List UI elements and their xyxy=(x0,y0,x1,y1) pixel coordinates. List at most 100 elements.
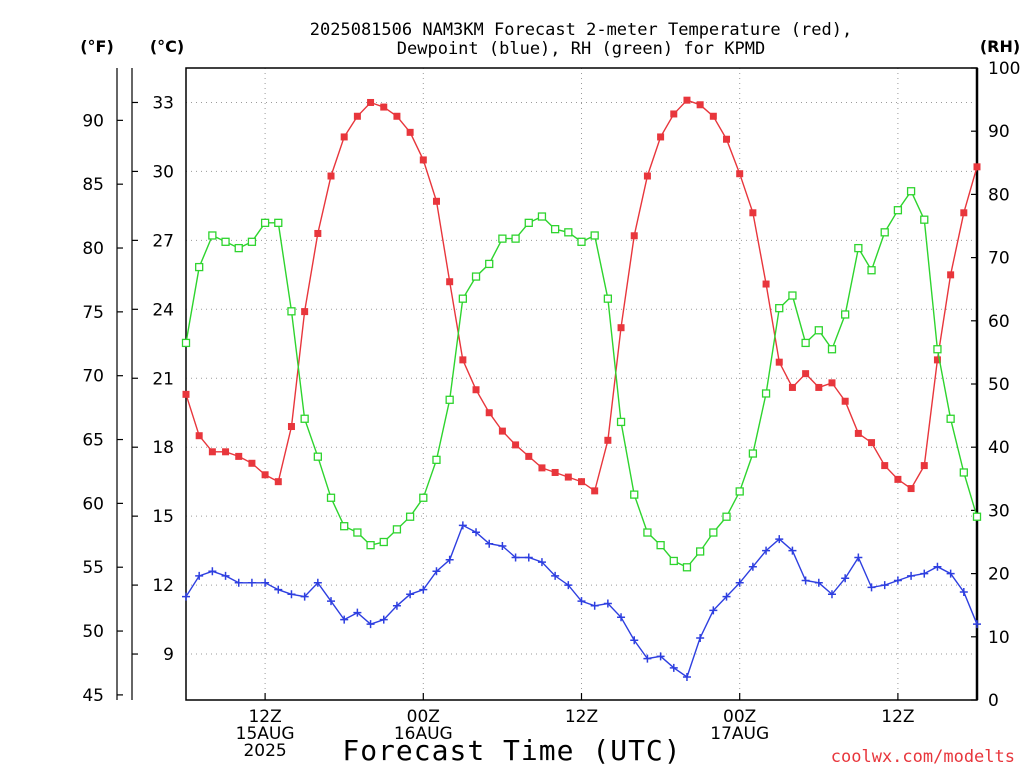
rh-point xyxy=(181,338,191,348)
temperature-point xyxy=(195,432,203,440)
rh-point xyxy=(854,243,863,253)
rh-point xyxy=(313,452,322,461)
rh-tick-label: 60 xyxy=(988,312,1010,332)
rh-point xyxy=(682,563,692,572)
fahrenheit-tick-label: 55 xyxy=(82,558,104,578)
rh-point xyxy=(841,310,850,319)
x-tick-label: 2025 xyxy=(243,741,286,761)
dewpoint-point xyxy=(801,576,810,585)
rh-tick-label: 50 xyxy=(988,375,1010,395)
dewpoint-point xyxy=(577,597,586,606)
temperature-point xyxy=(630,232,638,240)
temperature-point xyxy=(815,383,823,391)
temperature-point xyxy=(314,229,322,237)
dewpoint-point xyxy=(973,620,981,629)
dewpoint-point xyxy=(274,585,283,594)
temperature-point xyxy=(301,308,309,316)
rh-point xyxy=(893,206,903,215)
temperature-point xyxy=(617,324,625,332)
temperature-point xyxy=(788,383,796,391)
rh-point xyxy=(827,345,837,354)
rh-tick-label: 0 xyxy=(988,691,999,711)
fahrenheit-tick-label: 80 xyxy=(82,239,104,259)
temperature-point xyxy=(907,485,915,493)
dewpoint-point xyxy=(722,592,731,601)
rh-point xyxy=(471,272,481,281)
rh-point xyxy=(972,512,982,521)
rh-point xyxy=(564,228,573,237)
fahrenheit-tick-label: 60 xyxy=(82,494,104,514)
temperature-point xyxy=(485,409,493,417)
dewpoint-point xyxy=(182,592,190,601)
rh-point xyxy=(445,395,454,404)
x-tick-label: 16AUG xyxy=(394,724,453,744)
rh-point xyxy=(287,307,296,316)
celsius-tick-label: 12 xyxy=(152,576,174,596)
rh-tick-label: 90 xyxy=(988,122,1010,142)
grid-layer xyxy=(186,68,977,700)
x-tick-label: 00Z xyxy=(723,707,756,727)
dewpoint-point xyxy=(432,567,441,576)
temperature-point xyxy=(459,356,467,364)
temperature-point xyxy=(723,135,731,143)
rh-point xyxy=(366,541,375,550)
temperature-point xyxy=(327,172,335,180)
dewpoint-point xyxy=(893,576,902,585)
temperature-point xyxy=(683,96,691,104)
rh-point xyxy=(247,237,257,246)
dewpoint-point xyxy=(537,558,546,567)
rh-point xyxy=(761,389,771,398)
temperature-point xyxy=(947,271,955,279)
celsius-tick-label: 33 xyxy=(152,93,174,113)
rh-point xyxy=(616,417,626,427)
temperature-point xyxy=(512,441,520,449)
temperature-point xyxy=(696,101,704,109)
temperature-point xyxy=(736,170,744,178)
celsius-tick-label: 24 xyxy=(152,300,174,320)
rh-point xyxy=(603,294,613,303)
rh-axis-label: (RH) xyxy=(980,37,1020,56)
rh-point xyxy=(300,414,309,423)
rh-point xyxy=(775,304,784,313)
dewpoint-point xyxy=(221,571,230,580)
dewpoint-point xyxy=(419,585,428,594)
rh-point xyxy=(814,326,823,335)
temperature-point xyxy=(287,423,295,431)
x-tick-label: 17AUG xyxy=(710,724,769,744)
temperature-point xyxy=(854,429,862,437)
dewpoint-point xyxy=(959,587,968,596)
dewpoint-point xyxy=(287,590,296,599)
temperature-point xyxy=(841,397,849,405)
dewpoint-point xyxy=(590,601,599,610)
dewpoint-point xyxy=(762,546,771,555)
fahrenheit-tick-label: 65 xyxy=(82,431,104,451)
dewpoint-point xyxy=(406,590,415,599)
dewpoint-point xyxy=(366,620,375,629)
dewpoint-point xyxy=(353,608,362,617)
temperature-point xyxy=(762,280,770,288)
dewpoint-point xyxy=(630,636,639,645)
dewpoint-point xyxy=(234,578,243,587)
dewpoint-point xyxy=(696,633,705,642)
rh-point xyxy=(867,266,876,275)
temperature-point xyxy=(670,110,678,118)
temperature-point xyxy=(261,471,269,479)
rh-point xyxy=(485,259,494,269)
temperature-point xyxy=(525,452,533,460)
temperature-point xyxy=(868,439,876,447)
rh-tick-label: 40 xyxy=(988,438,1010,458)
temperature-point xyxy=(933,356,941,364)
temperature-point xyxy=(828,379,836,387)
rh-point xyxy=(432,455,441,464)
celsius-tick-label: 30 xyxy=(152,162,174,182)
temperature-point xyxy=(472,386,480,394)
temperature-point xyxy=(248,459,256,467)
fahrenheit-tick-label: 70 xyxy=(82,367,104,387)
temperature-point xyxy=(538,464,546,472)
rh-tick-label: 10 xyxy=(988,628,1010,648)
dewpoint-point xyxy=(340,615,349,624)
rh-point xyxy=(788,291,797,300)
temperature-point xyxy=(881,462,889,470)
rh-point xyxy=(590,231,599,240)
